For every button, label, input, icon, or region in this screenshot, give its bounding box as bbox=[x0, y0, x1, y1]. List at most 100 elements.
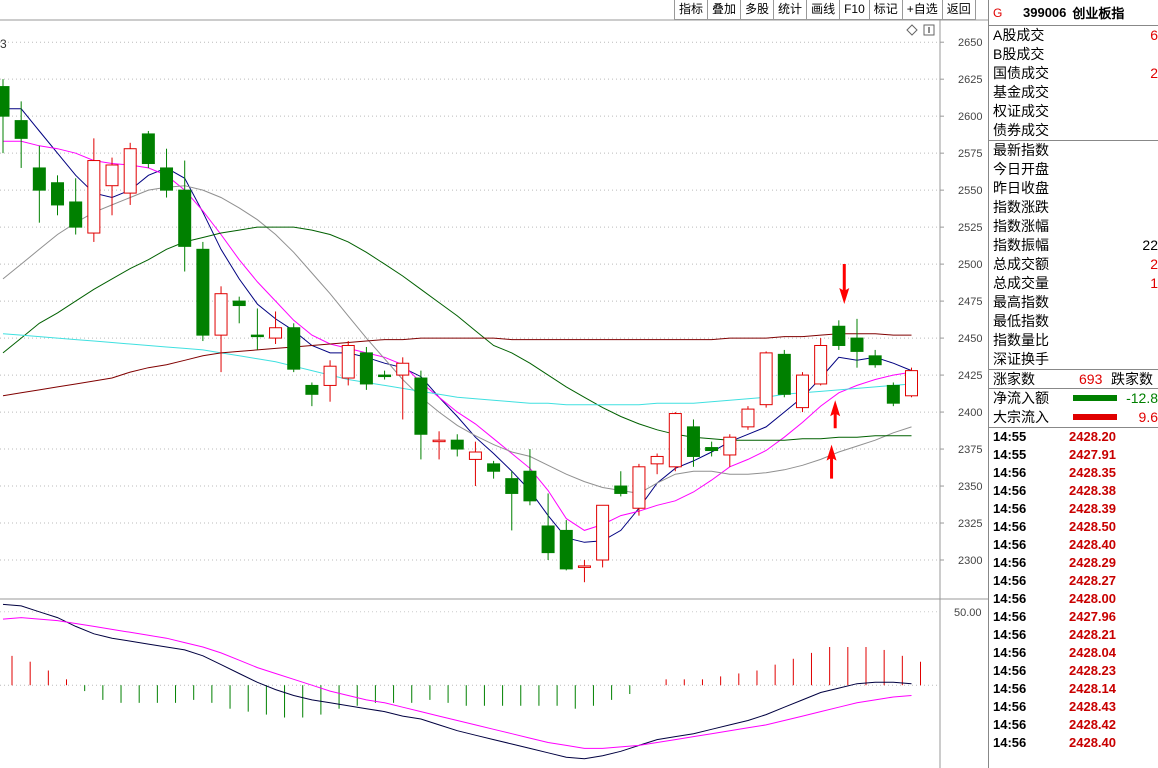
candle-body bbox=[396, 362, 410, 376]
tick-time: 14:55 bbox=[993, 447, 1027, 462]
tick-price: 2428.27 bbox=[1069, 573, 1116, 588]
candle-body bbox=[886, 384, 900, 404]
index-stat-row: 总成交量 1 bbox=[989, 274, 1158, 293]
ma-line-5 bbox=[2, 333, 912, 397]
tick-price: 2428.39 bbox=[1069, 501, 1116, 516]
macd-dif-line bbox=[2, 603, 912, 760]
candle-body bbox=[577, 565, 591, 568]
kline-chart-area[interactable]: 3 2650 2625 2600 2575 2550 2525 2500 2475 2450 242… bbox=[0, 0, 988, 768]
tick-time: 14:56 bbox=[993, 663, 1027, 678]
fund-flow-row: 大宗流入 9.6 bbox=[989, 408, 1158, 427]
y-tick-label: 2475 bbox=[958, 296, 982, 308]
fund-flow-label: 大宗流入 bbox=[993, 409, 1049, 425]
tick-list: 14:55 2428.20 14:55 2427.91 14:56 2428.35 14:5… bbox=[989, 428, 1158, 752]
settings-box-icon bbox=[923, 24, 935, 36]
panel-header: G 399006 创业板指 bbox=[989, 0, 1158, 26]
decline-label: 跌家数 bbox=[1111, 371, 1153, 387]
toolbar-button-1[interactable]: 叠加 bbox=[708, 0, 742, 20]
ma-line-3 bbox=[2, 226, 912, 441]
index-stats-section: 最新指数 今日开盘 昨日收盘 指数涨跌 指数涨幅 指数振幅 22 总成交额 2 总成交量 1 最高指数… bbox=[989, 141, 1158, 370]
tick-row: 14:56 2427.96 bbox=[989, 608, 1158, 626]
candle-body bbox=[723, 436, 737, 456]
tick-time: 14:56 bbox=[993, 537, 1027, 552]
candle-body bbox=[269, 327, 283, 339]
index-stat-row: 指数涨跌 bbox=[989, 198, 1158, 217]
tick-price: 2428.21 bbox=[1069, 627, 1116, 642]
kline-chart[interactable]: 3 2650 2625 2600 2575 2550 2525 2500 2475 2450 242… bbox=[0, 0, 988, 768]
tick-price: 2428.43 bbox=[1069, 699, 1116, 714]
ma-line-0 bbox=[3, 108, 912, 543]
candle-body bbox=[359, 352, 373, 385]
quote-panel: G 399006 创业板指 A股成交 6 B股成交 国债成交 2 基金成交 权证成交 债券成交… bbox=[988, 0, 1158, 768]
tick-row: 14:55 2428.20 bbox=[989, 428, 1158, 446]
turnover-value: 2 bbox=[1150, 65, 1158, 81]
candle-body bbox=[51, 182, 65, 206]
fund-flow-bar bbox=[1073, 414, 1117, 420]
index-stat-label: 深证换手 bbox=[993, 351, 1049, 367]
toolbar-button-7[interactable]: +自选 bbox=[902, 0, 943, 20]
candle-body bbox=[596, 504, 610, 561]
y-tick-label: 2400 bbox=[958, 407, 982, 419]
turnover-label: 债券成交 bbox=[993, 122, 1049, 138]
index-stat-label: 昨日收盘 bbox=[993, 180, 1049, 196]
tick-row: 14:56 2428.42 bbox=[989, 716, 1158, 734]
market-badge: G bbox=[993, 5, 1003, 20]
macd-y-label: 50.00 bbox=[954, 607, 982, 619]
index-stat-row: 最低指数 bbox=[989, 312, 1158, 331]
fund-flow-section: 净流入额 -12.8 大宗流入 9.6 bbox=[989, 389, 1158, 428]
tick-time: 14:56 bbox=[993, 465, 1027, 480]
turnover-row: 基金成交 bbox=[989, 83, 1158, 102]
toolbar-button-5[interactable]: F10 bbox=[840, 0, 870, 20]
y-tick-label: 2350 bbox=[958, 481, 982, 493]
turnover-label: B股成交 bbox=[993, 46, 1045, 62]
index-stat-value: 1 bbox=[1150, 275, 1158, 291]
y-tick-label: 2600 bbox=[958, 111, 982, 123]
index-stat-row: 指数涨幅 bbox=[989, 217, 1158, 236]
candle-body bbox=[741, 408, 755, 428]
toolbar-button-8[interactable]: 返回 bbox=[942, 0, 976, 20]
turnover-row: B股成交 bbox=[989, 45, 1158, 64]
index-stat-row: 最高指数 bbox=[989, 293, 1158, 312]
index-stat-row: 昨日收盘 bbox=[989, 179, 1158, 198]
tick-row: 14:56 2428.43 bbox=[989, 698, 1158, 716]
candle-body bbox=[287, 327, 301, 370]
tick-row: 14:55 2427.91 bbox=[989, 446, 1158, 464]
tick-row: 14:56 2428.40 bbox=[989, 734, 1158, 752]
toolbar-button-6[interactable]: 标记 bbox=[869, 0, 903, 20]
index-name: 创业板指 bbox=[1072, 6, 1125, 21]
annotation-arrow-up bbox=[830, 400, 841, 429]
tick-price: 2428.42 bbox=[1069, 717, 1116, 732]
tick-time: 14:56 bbox=[993, 591, 1027, 606]
turnover-section: A股成交 6 B股成交 国债成交 2 基金成交 权证成交 债券成交 bbox=[989, 26, 1158, 141]
toolbar-button-3[interactable]: 统计 bbox=[774, 0, 808, 20]
tick-time: 14:55 bbox=[993, 429, 1027, 444]
candle-body bbox=[123, 148, 137, 194]
index-stat-label: 指数量比 bbox=[993, 332, 1049, 348]
candle-body bbox=[178, 189, 192, 247]
index-stat-label: 最新指数 bbox=[993, 142, 1049, 158]
tick-time: 14:56 bbox=[993, 519, 1027, 534]
candle-body bbox=[305, 384, 319, 395]
toolbar-button-0[interactable]: 指标 bbox=[675, 0, 709, 20]
advance-decline-row: 涨家数 693 跌家数 bbox=[989, 370, 1158, 389]
tick-time: 14:56 bbox=[993, 483, 1027, 498]
toolbar-button-4[interactable]: 画线 bbox=[807, 0, 841, 20]
tick-price: 2428.50 bbox=[1069, 519, 1116, 534]
tick-price: 2428.38 bbox=[1069, 483, 1116, 498]
index-stat-row: 总成交额 2 bbox=[989, 255, 1158, 274]
toolbar-button-2[interactable]: 多股 bbox=[741, 0, 775, 20]
tick-time: 14:56 bbox=[993, 609, 1027, 624]
tick-row: 14:56 2428.29 bbox=[989, 554, 1158, 572]
index-stat-label: 指数涨跌 bbox=[993, 199, 1049, 215]
y-tick-label: 2650 bbox=[958, 37, 982, 49]
candle-body bbox=[487, 463, 501, 472]
index-stat-label: 指数振幅 bbox=[993, 237, 1049, 253]
fund-flow-bar bbox=[1073, 395, 1117, 401]
tick-row: 14:56 2428.35 bbox=[989, 464, 1158, 482]
index-stat-label: 最高指数 bbox=[993, 294, 1049, 310]
tick-price: 2427.91 bbox=[1069, 447, 1116, 462]
candle-body bbox=[196, 248, 210, 336]
tick-price: 2428.29 bbox=[1069, 555, 1116, 570]
candle-body bbox=[523, 470, 537, 502]
tick-time: 14:56 bbox=[993, 717, 1027, 732]
